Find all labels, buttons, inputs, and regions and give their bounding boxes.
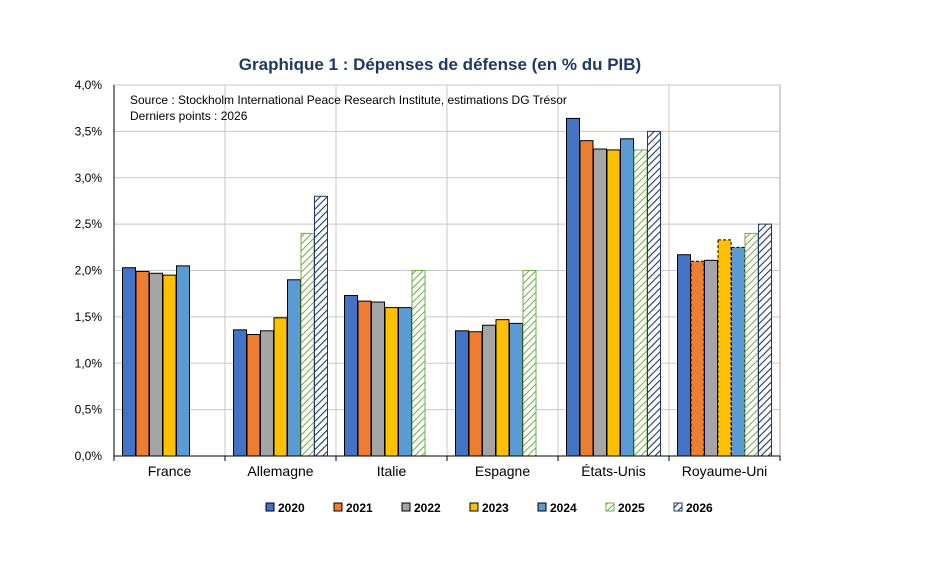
legend-label-2023: 2023 bbox=[482, 501, 509, 515]
y-tick-label: 1,5% bbox=[75, 310, 103, 324]
bar-2021-allemagne bbox=[246, 333, 261, 457]
bar-2021-espagne bbox=[468, 331, 483, 457]
x-category-label: États-Unis bbox=[581, 463, 646, 479]
bar-2026-royaume-uni bbox=[758, 223, 772, 457]
bar-2020-royaume-uni bbox=[677, 254, 691, 457]
bar-2023--tats-unis bbox=[606, 149, 621, 457]
bar-2023-espagne bbox=[495, 319, 510, 457]
legend-label-2020: 2020 bbox=[278, 501, 305, 515]
bar-2022-italie bbox=[371, 301, 385, 457]
bar-2023-italie bbox=[384, 307, 399, 457]
gridlines bbox=[113, 84, 781, 457]
legend-swatch-2023 bbox=[469, 502, 479, 512]
y-tick-label: 4,0% bbox=[75, 78, 103, 92]
legend-swatch-2024 bbox=[537, 502, 547, 512]
bars bbox=[122, 117, 772, 457]
bar-2022-france bbox=[149, 272, 163, 457]
y-tick-label: 3,5% bbox=[75, 124, 103, 138]
x-category-label: Italie bbox=[377, 463, 407, 479]
bar-2023-france bbox=[162, 274, 177, 457]
bar-2024--tats-unis bbox=[620, 138, 634, 457]
y-tick-label: 2,0% bbox=[75, 264, 103, 278]
bar-2021--tats-unis bbox=[579, 140, 594, 457]
x-category-label: France bbox=[148, 463, 192, 479]
legend-label-2025: 2025 bbox=[618, 501, 645, 515]
bar-2020--tats-unis bbox=[566, 117, 580, 457]
bar-2022--tats-unis bbox=[593, 148, 607, 457]
bar-2021-royaume-uni bbox=[690, 260, 705, 457]
legend: 2020 2021 2022 2023 2024 2025 2026 bbox=[265, 501, 713, 515]
bar-2025-royaume-uni bbox=[744, 232, 759, 457]
legend-swatch-2022 bbox=[401, 502, 411, 512]
bar-2024-italie bbox=[398, 307, 412, 457]
chart-title: Graphique 1 : Dépenses de défense (en % … bbox=[239, 55, 641, 74]
y-tick-label: 2,5% bbox=[75, 217, 103, 231]
y-tick-label: 1,0% bbox=[75, 356, 103, 370]
bar-2020-allemagne bbox=[233, 329, 247, 457]
bar-2026--tats-unis bbox=[647, 130, 661, 457]
bar-2022-royaume-uni bbox=[704, 259, 718, 457]
bar-2024-france bbox=[176, 265, 190, 457]
legend-swatch-2021 bbox=[333, 502, 343, 512]
bar-2023-royaume-uni bbox=[717, 239, 732, 457]
bar-2025-italie bbox=[411, 270, 426, 457]
bar-2020-france bbox=[122, 267, 136, 457]
y-tick-label: 0,5% bbox=[75, 403, 103, 417]
bar-2024-allemagne bbox=[287, 279, 301, 457]
axes: 0,0% 0,5% 1,0% 1,5% 2,0% 2,5% 3,0% 3,5% 4,0% Fran… bbox=[75, 78, 781, 479]
legend-swatch-2025 bbox=[605, 502, 615, 512]
bar-2022-espagne bbox=[482, 324, 496, 457]
bar-2024-royaume-uni bbox=[731, 246, 745, 457]
legend-label-2026: 2026 bbox=[686, 501, 713, 515]
y-tick-label: 0,0% bbox=[75, 449, 103, 463]
bar-2022-allemagne bbox=[260, 330, 274, 457]
bar-2021-france bbox=[135, 270, 150, 457]
bar-2024-espagne bbox=[509, 322, 523, 457]
bar-2026-allemagne bbox=[314, 195, 328, 457]
bar-2025-allemagne bbox=[300, 232, 315, 457]
legend-label-2024: 2024 bbox=[550, 501, 577, 515]
bar-2020-espagne bbox=[455, 330, 469, 457]
bar-2021-italie bbox=[357, 300, 372, 457]
bar-2023-allemagne bbox=[273, 317, 288, 457]
x-category-label: Allemagne bbox=[247, 463, 313, 479]
x-category-label: Royaume-Uni bbox=[682, 463, 768, 479]
legend-label-2021: 2021 bbox=[346, 501, 373, 515]
legend-swatch-2026 bbox=[673, 502, 683, 512]
source-note: Source : Stockholm International Peace R… bbox=[130, 93, 567, 107]
bar-2020-italie bbox=[344, 295, 358, 457]
last-points-note: Derniers points : 2026 bbox=[130, 109, 248, 123]
x-category-label: Espagne bbox=[475, 463, 530, 479]
bar-2025-espagne bbox=[522, 270, 537, 457]
legend-label-2022: 2022 bbox=[414, 501, 441, 515]
y-tick-label: 3,0% bbox=[75, 171, 103, 185]
bar-2025--tats-unis bbox=[633, 149, 648, 457]
legend-swatch-2020 bbox=[265, 502, 275, 512]
